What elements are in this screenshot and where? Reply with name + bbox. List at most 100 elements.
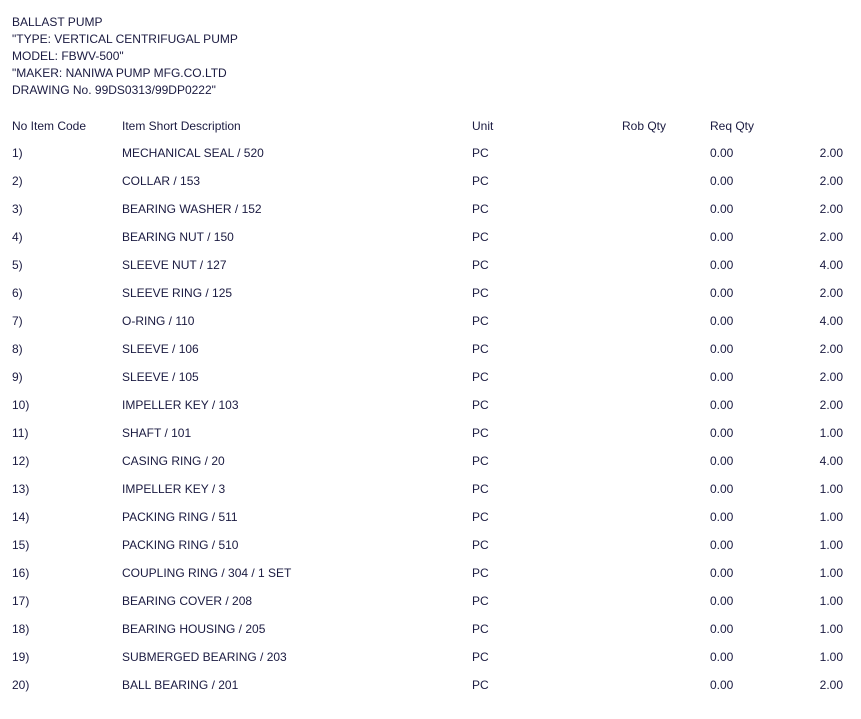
table-row: 2)COLLAR / 153PC0.002.00 xyxy=(12,167,849,195)
cell-rob xyxy=(622,279,710,307)
cell-qty: 1.00 xyxy=(770,587,849,615)
cell-rob xyxy=(622,475,710,503)
cell-qty: 2.00 xyxy=(770,279,849,307)
cell-desc: BEARING NUT / 150 xyxy=(122,223,472,251)
cell-unit: PC xyxy=(472,419,622,447)
cell-req: 0.00 xyxy=(710,559,770,587)
cell-req: 0.00 xyxy=(710,167,770,195)
cell-rob xyxy=(622,251,710,279)
cell-req: 0.00 xyxy=(710,531,770,559)
cell-desc: SHAFT / 101 xyxy=(122,419,472,447)
cell-rob xyxy=(622,671,710,699)
header-line: BALLAST PUMP xyxy=(12,14,849,31)
cell-desc: O-RING / 110 xyxy=(122,307,472,335)
cell-no: 7) xyxy=(12,307,122,335)
table-row: 4)BEARING NUT / 150PC0.002.00 xyxy=(12,223,849,251)
cell-no: 10) xyxy=(12,391,122,419)
cell-req: 0.00 xyxy=(710,391,770,419)
cell-qty: 1.00 xyxy=(770,503,849,531)
cell-no: 17) xyxy=(12,587,122,615)
cell-qty: 1.00 xyxy=(770,643,849,671)
cell-qty: 1.00 xyxy=(770,559,849,587)
col-header-unit: Unit xyxy=(472,119,622,139)
cell-unit: PC xyxy=(472,251,622,279)
cell-rob xyxy=(622,615,710,643)
cell-qty: 4.00 xyxy=(770,251,849,279)
cell-req: 0.00 xyxy=(710,503,770,531)
table-row: 11)SHAFT / 101PC 0.001.00 xyxy=(12,419,849,447)
cell-qty: 2.00 xyxy=(770,167,849,195)
cell-unit: PC xyxy=(472,363,622,391)
cell-no: 16) xyxy=(12,559,122,587)
cell-desc: BALL BEARING / 201 xyxy=(122,671,472,699)
cell-rob xyxy=(622,419,710,447)
cell-desc: MECHANICAL SEAL / 520 xyxy=(122,139,472,167)
cell-qty: 4.00 xyxy=(770,447,849,475)
table-row: 18)BEARING HOUSING / 205PC0.001.00 xyxy=(12,615,849,643)
cell-desc: SLEEVE NUT / 127 xyxy=(122,251,472,279)
cell-desc: IMPELLER KEY / 3 xyxy=(122,475,472,503)
table-row: 17)BEARING COVER / 208PC0.001.00 xyxy=(12,587,849,615)
cell-desc: PACKING RING / 510 xyxy=(122,531,472,559)
cell-unit: PC xyxy=(472,391,622,419)
cell-no: 2) xyxy=(12,167,122,195)
cell-unit: PC xyxy=(472,167,622,195)
cell-rob xyxy=(622,363,710,391)
cell-req: 0.00 xyxy=(710,671,770,699)
cell-qty: 2.00 xyxy=(770,391,849,419)
cell-req: 0.00 xyxy=(710,615,770,643)
col-header-rob: Rob Qty xyxy=(622,119,710,139)
cell-req: 0.00 xyxy=(710,335,770,363)
cell-rob xyxy=(622,643,710,671)
cell-no: 12) xyxy=(12,447,122,475)
cell-req: 0.00 xyxy=(710,195,770,223)
cell-unit: PC xyxy=(472,559,622,587)
table-row: 19)SUBMERGED BEARING / 203PC0.001.00 xyxy=(12,643,849,671)
cell-qty: 4.00 xyxy=(770,307,849,335)
cell-no: 11) xyxy=(12,419,122,447)
cell-desc: BEARING HOUSING / 205 xyxy=(122,615,472,643)
table-row: 16)COUPLING RING / 304 / 1 SETPC 0.001.00 xyxy=(12,559,849,587)
document-header: BALLAST PUMP "TYPE: VERTICAL CENTRIFUGAL… xyxy=(12,14,849,99)
cell-unit: PC xyxy=(472,587,622,615)
cell-unit: PC xyxy=(472,139,622,167)
cell-no: 18) xyxy=(12,615,122,643)
cell-desc: BEARING WASHER / 152 xyxy=(122,195,472,223)
table-row: 12)CASING RING / 20PC0.004.00 xyxy=(12,447,849,475)
cell-req: 0.00 xyxy=(710,419,770,447)
cell-req: 0.00 xyxy=(710,643,770,671)
cell-unit: PC xyxy=(472,223,622,251)
table-row: 6)SLEEVE RING / 125PC0.002.00 xyxy=(12,279,849,307)
cell-req: 0.00 xyxy=(710,587,770,615)
table-row: 9)SLEEVE / 105PC0.002.00 xyxy=(12,363,849,391)
cell-unit: PC xyxy=(472,671,622,699)
table-row: 8)SLEEVE / 106PC0.002.00 xyxy=(12,335,849,363)
cell-unit: PC xyxy=(472,475,622,503)
cell-rob xyxy=(622,195,710,223)
cell-no: 14) xyxy=(12,503,122,531)
header-line: "MAKER: NANIWA PUMP MFG.CO.LTD xyxy=(12,65,849,82)
cell-unit: PC xyxy=(472,335,622,363)
cell-rob xyxy=(622,335,710,363)
table-row: 15)PACKING RING / 510PC0.001.00 xyxy=(12,531,849,559)
cell-rob xyxy=(622,139,710,167)
table-row: 20)BALL BEARING / 201PC0.002.00 xyxy=(12,671,849,699)
cell-desc: IMPELLER KEY / 103 xyxy=(122,391,472,419)
cell-qty: 2.00 xyxy=(770,335,849,363)
cell-unit: PC xyxy=(472,279,622,307)
cell-no: 6) xyxy=(12,279,122,307)
cell-rob xyxy=(622,559,710,587)
table-row: 14)PACKING RING / 511PC0.001.00 xyxy=(12,503,849,531)
cell-rob xyxy=(622,223,710,251)
cell-qty: 2.00 xyxy=(770,223,849,251)
col-header-desc: Item Short Description xyxy=(122,119,472,139)
cell-desc: COUPLING RING / 304 / 1 SET xyxy=(122,559,472,587)
cell-rob xyxy=(622,391,710,419)
cell-desc: SUBMERGED BEARING / 203 xyxy=(122,643,472,671)
table-row: 1)MECHANICAL SEAL / 520PC0.002.00 xyxy=(12,139,849,167)
cell-rob xyxy=(622,447,710,475)
cell-unit: PC xyxy=(472,503,622,531)
cell-unit: PC xyxy=(472,195,622,223)
cell-qty: 1.00 xyxy=(770,419,849,447)
cell-qty: 2.00 xyxy=(770,671,849,699)
